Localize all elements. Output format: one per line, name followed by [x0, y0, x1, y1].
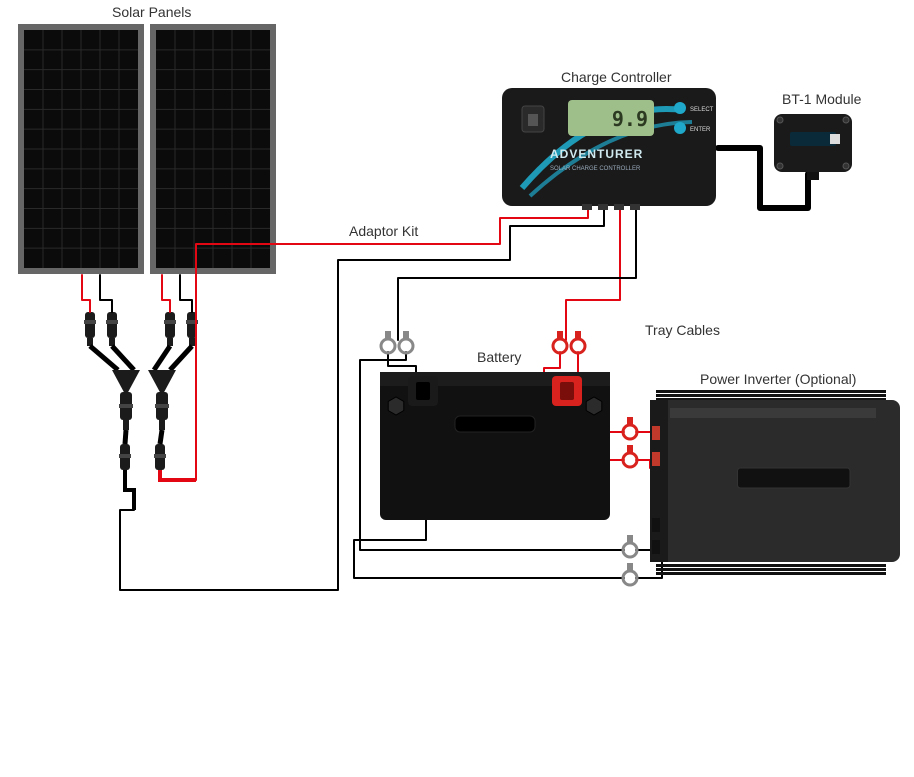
wire	[82, 275, 90, 312]
wire	[180, 275, 192, 312]
svg-text:ADVENTURER: ADVENTURER	[550, 147, 643, 161]
svg-text:SOLAR CHARGE CONTROLLER: SOLAR CHARGE CONTROLLER	[550, 166, 641, 172]
svg-text:SELECT: SELECT	[690, 107, 714, 113]
ring-terminal	[399, 339, 413, 353]
wire	[100, 275, 112, 312]
ring-terminal	[623, 453, 637, 467]
wire	[162, 275, 170, 312]
wire	[398, 208, 636, 340]
diagram-stage: Solar Panels Charge Controller BT-1 Modu…	[0, 0, 914, 777]
power-inverter	[650, 390, 900, 575]
ring-terminal	[553, 339, 567, 353]
svg-text:ENTER: ENTER	[690, 127, 711, 133]
ring-terminal	[571, 339, 585, 353]
ring-terminal	[623, 571, 637, 585]
ring-terminal	[623, 425, 637, 439]
wire	[566, 208, 620, 340]
svg-text:9.9: 9.9	[612, 107, 648, 131]
ring-terminal	[381, 339, 395, 353]
diagram-svg: 9.9 SELECT ENTER ADVENTURER SOLAR CHARGE CON…	[0, 0, 914, 777]
ring-terminal	[623, 543, 637, 557]
